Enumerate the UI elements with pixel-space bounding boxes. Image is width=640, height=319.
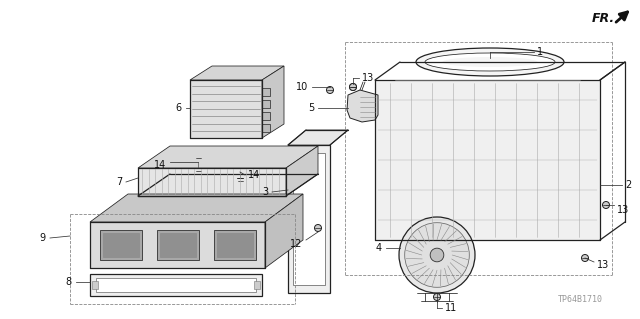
Polygon shape (286, 146, 318, 196)
Circle shape (404, 223, 469, 287)
Polygon shape (138, 146, 318, 168)
Circle shape (602, 202, 609, 209)
Circle shape (399, 217, 475, 293)
FancyBboxPatch shape (293, 153, 325, 285)
Polygon shape (190, 66, 284, 80)
Text: 5: 5 (308, 103, 314, 113)
FancyBboxPatch shape (96, 278, 256, 292)
FancyBboxPatch shape (138, 168, 286, 196)
Text: 9: 9 (40, 233, 46, 243)
Text: 11: 11 (445, 303, 457, 313)
Text: 7: 7 (116, 177, 122, 187)
Polygon shape (288, 130, 348, 145)
Ellipse shape (442, 57, 538, 67)
Text: 13: 13 (362, 73, 374, 83)
FancyBboxPatch shape (190, 80, 262, 138)
FancyBboxPatch shape (92, 281, 98, 289)
FancyBboxPatch shape (375, 80, 600, 240)
Text: 8: 8 (66, 277, 72, 287)
FancyBboxPatch shape (103, 233, 139, 257)
Circle shape (349, 84, 356, 91)
Ellipse shape (416, 48, 564, 76)
Circle shape (314, 225, 321, 232)
FancyBboxPatch shape (288, 145, 330, 293)
Circle shape (433, 293, 440, 300)
Text: 14: 14 (154, 160, 166, 170)
FancyBboxPatch shape (100, 230, 142, 260)
Text: 13: 13 (597, 260, 609, 270)
FancyBboxPatch shape (262, 124, 270, 132)
Text: 10: 10 (296, 82, 308, 92)
Polygon shape (90, 194, 303, 222)
FancyBboxPatch shape (214, 230, 256, 260)
Text: FR.: FR. (592, 11, 615, 25)
Polygon shape (347, 90, 378, 122)
FancyBboxPatch shape (262, 88, 270, 96)
Text: 2: 2 (625, 180, 631, 190)
FancyBboxPatch shape (262, 100, 270, 108)
FancyBboxPatch shape (254, 281, 260, 289)
Circle shape (582, 255, 589, 262)
Text: 4: 4 (376, 243, 382, 253)
Text: 13: 13 (617, 205, 629, 215)
Text: 3: 3 (262, 187, 268, 197)
Text: 14: 14 (248, 170, 260, 180)
Text: 1: 1 (537, 47, 543, 57)
Circle shape (430, 248, 444, 262)
FancyBboxPatch shape (90, 274, 262, 296)
Circle shape (237, 165, 243, 172)
Polygon shape (262, 66, 284, 138)
Text: 12: 12 (290, 239, 302, 249)
Polygon shape (265, 194, 303, 268)
FancyBboxPatch shape (157, 230, 199, 260)
Text: 6: 6 (176, 103, 182, 113)
FancyBboxPatch shape (262, 112, 270, 120)
FancyBboxPatch shape (160, 233, 196, 257)
Ellipse shape (425, 53, 555, 71)
FancyBboxPatch shape (90, 222, 265, 268)
Text: TP64B1710: TP64B1710 (557, 295, 602, 305)
Circle shape (195, 154, 202, 161)
Circle shape (349, 84, 356, 91)
FancyBboxPatch shape (217, 233, 253, 257)
Circle shape (326, 86, 333, 93)
